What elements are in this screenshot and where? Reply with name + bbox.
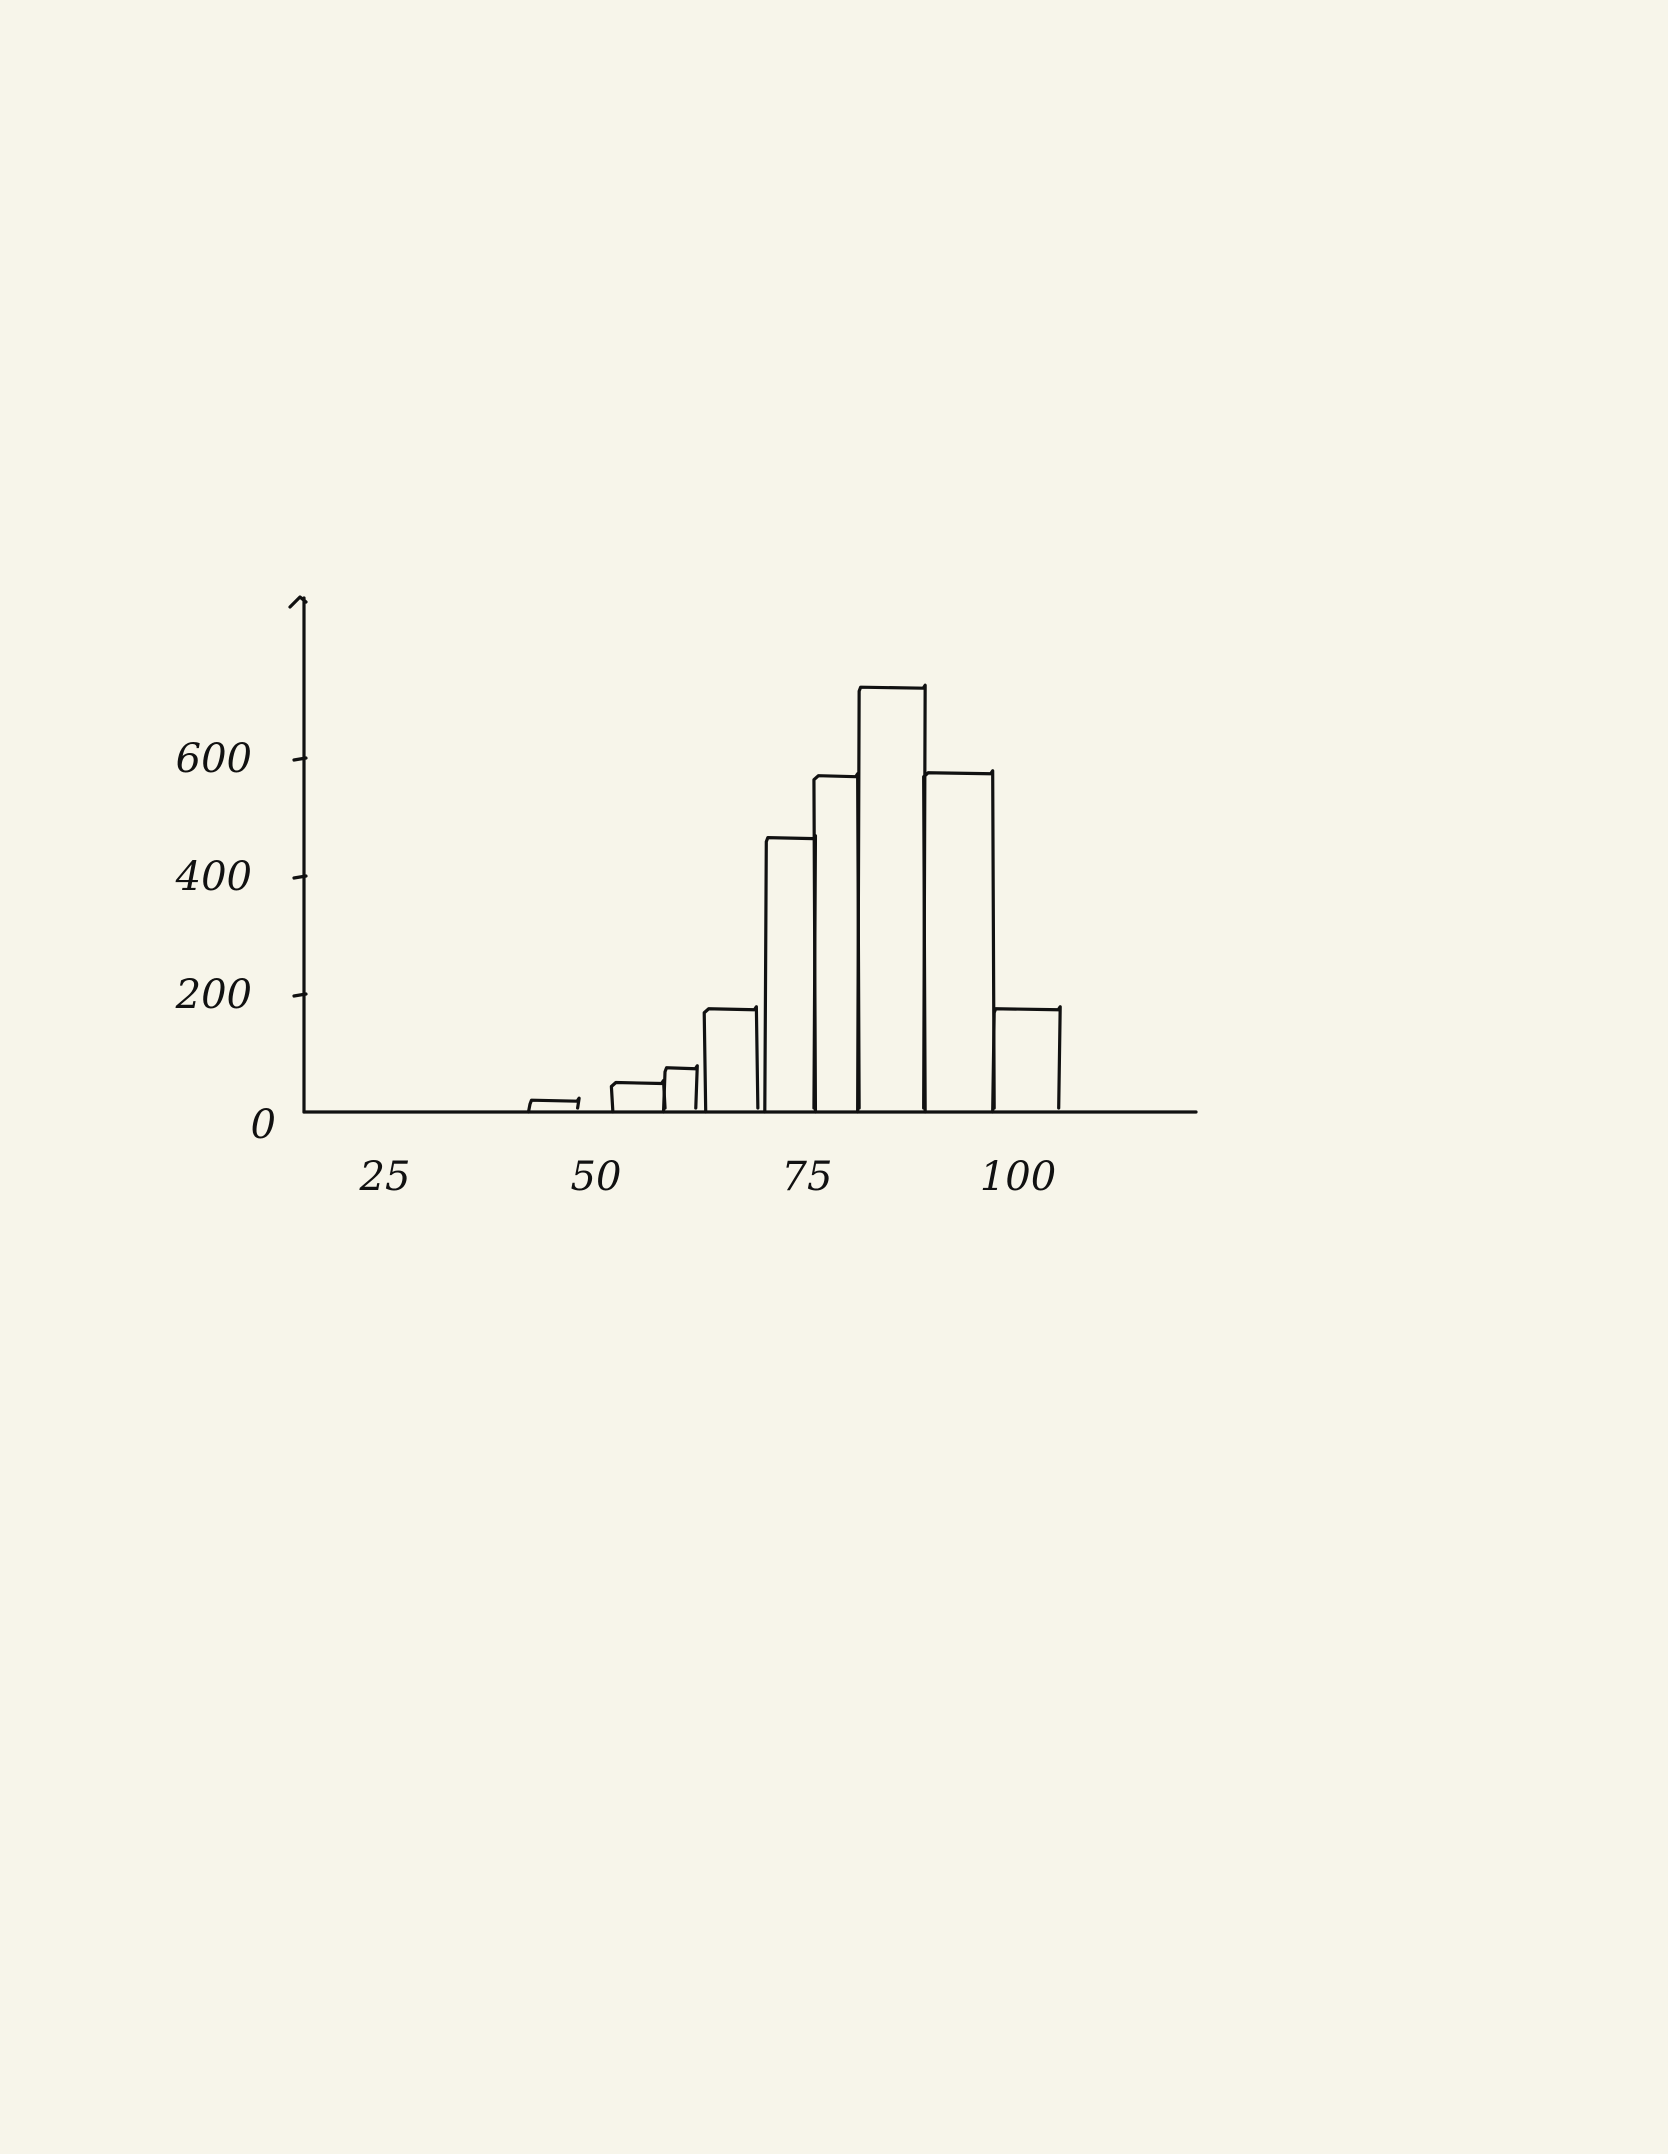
y-tick-mark <box>292 874 308 880</box>
y-axis-ticks: 0 200 400 600 <box>175 736 308 1148</box>
y-tick-label: 200 <box>175 972 252 1018</box>
histogram-bar <box>763 834 818 1114</box>
histogram-bar <box>922 769 996 1114</box>
x-tick-label: 100 <box>980 1154 1056 1200</box>
x-axis-ticks: 25 50 75 100 <box>359 1154 1057 1200</box>
x-tick-label: 25 <box>359 1154 411 1200</box>
y-tick-mark <box>292 992 308 998</box>
histogram-bar <box>526 1096 581 1114</box>
histogram-bar <box>702 1005 760 1114</box>
axes <box>288 595 1198 1114</box>
histogram-bar <box>661 1064 699 1114</box>
histogram-bars <box>526 683 1062 1114</box>
histogram-bar <box>609 1078 667 1114</box>
y-tick-label: 600 <box>176 736 252 782</box>
x-tick-label: 75 <box>782 1154 833 1200</box>
histogram-bar <box>856 683 927 1114</box>
y-tick-label: 400 <box>175 854 252 900</box>
x-tick-label: 50 <box>571 1154 622 1200</box>
histogram-bar <box>991 1005 1062 1114</box>
histogram-bar <box>812 772 861 1114</box>
y-axis-arrowhead <box>288 595 308 609</box>
y-tick-mark <box>292 756 308 762</box>
y-tick-label: 0 <box>251 1102 276 1148</box>
